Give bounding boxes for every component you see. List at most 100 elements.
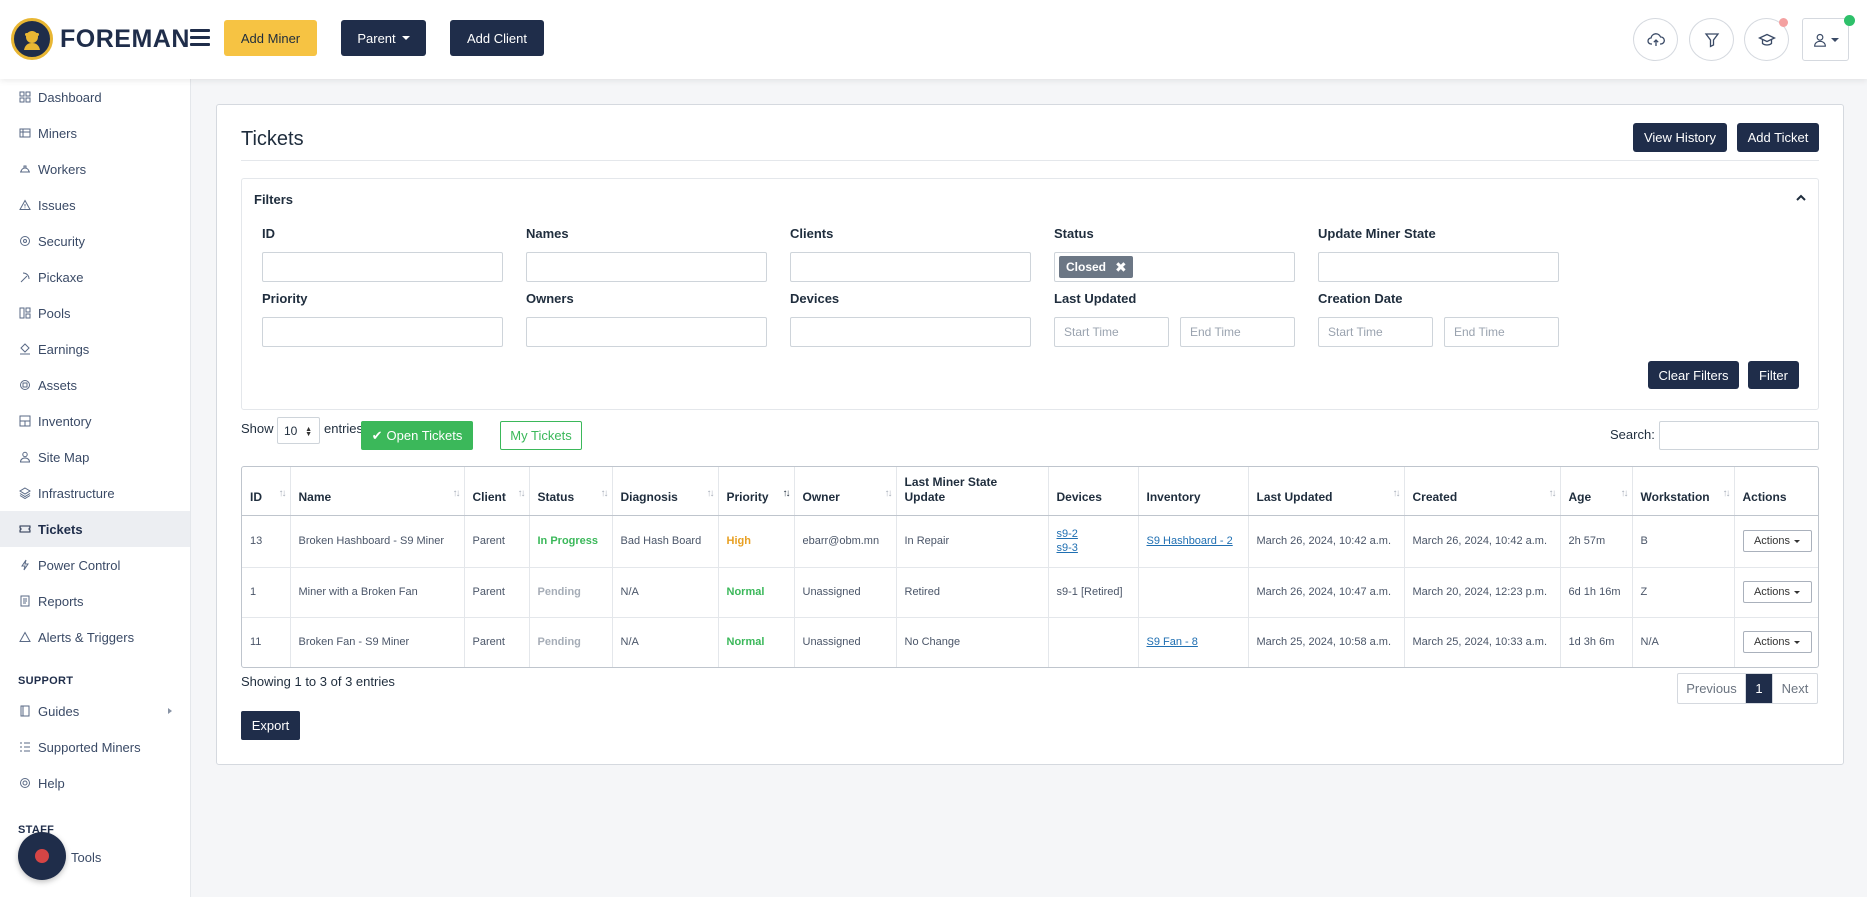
devices-filter-input[interactable]: [790, 317, 1031, 347]
graduation-cap-icon: [1757, 33, 1776, 46]
chat-launcher-button[interactable]: [18, 832, 66, 880]
sidebar-item-site-map[interactable]: Site Map: [0, 439, 190, 475]
search-input[interactable]: [1659, 421, 1819, 450]
creation-end-input[interactable]: End Time: [1444, 317, 1559, 347]
filters-title[interactable]: Filters: [254, 192, 294, 207]
filter-button[interactable]: [1689, 18, 1734, 61]
caret-down-icon: [1794, 590, 1801, 594]
sidebar-item-dashboard[interactable]: Dashboard: [0, 79, 190, 115]
cell-age: 6d 1h 16m: [1560, 567, 1633, 618]
sidebar-item-miners[interactable]: Miners: [0, 115, 190, 151]
sort-icon: ↑↓: [1620, 488, 1629, 499]
clear-filters-button[interactable]: Clear Filters: [1648, 361, 1739, 389]
names-filter-input[interactable]: [526, 252, 767, 282]
open-tickets-button[interactable]: ✔ Open Tickets: [361, 421, 473, 450]
cell-inventory: S9 Hashboard - 2: [1138, 515, 1249, 568]
next-page-button[interactable]: Next: [1772, 674, 1817, 703]
dashboard-icon: [19, 91, 31, 103]
check-icon: ✔: [371, 427, 383, 443]
sidebar-item-tools[interactable]: Tools: [0, 839, 190, 875]
sidebar-item-help[interactable]: Help: [0, 765, 190, 801]
parent-dropdown[interactable]: Parent: [341, 20, 426, 56]
caret-down-icon: [1794, 640, 1801, 644]
sort-icon: ↑↓: [1392, 488, 1401, 499]
sidebar-item-security[interactable]: Security: [0, 223, 190, 259]
sidebar-item-earnings[interactable]: Earnings: [0, 331, 190, 367]
inventory-link[interactable]: S9 Fan - 8: [1146, 636, 1198, 649]
column-header[interactable]: Status ↑↓: [529, 467, 613, 516]
device-link[interactable]: s9-3: [1056, 542, 1078, 554]
sidebar-item-tickets[interactable]: Tickets: [0, 511, 190, 547]
owners-filter-label: Owners: [526, 291, 574, 306]
remove-chip-icon[interactable]: ✖: [1115, 259, 1127, 275]
owners-filter-input[interactable]: [526, 317, 767, 347]
device-link[interactable]: s9-2: [1056, 528, 1078, 540]
add-ticket-button[interactable]: Add Ticket: [1737, 123, 1819, 152]
sidebar-item-infrastructure[interactable]: Infrastructure: [0, 475, 190, 511]
entries-select[interactable]: 10 ▲ ▼: [277, 417, 320, 444]
priority-filter-input[interactable]: [262, 317, 503, 347]
sidebar-item-label: Guides: [38, 703, 80, 719]
user-menu-button[interactable]: [1802, 18, 1849, 61]
chevron-up-icon[interactable]: [1796, 193, 1806, 203]
sidebar-item-power-control[interactable]: Power Control: [0, 547, 190, 583]
sidebar-item-alerts[interactable]: Alerts & Triggers: [0, 619, 190, 655]
sidebar-item-reports[interactable]: Reports: [0, 583, 190, 619]
column-header[interactable]: Client ↑↓: [464, 467, 530, 516]
column-header[interactable]: Workstation ↑↓: [1632, 467, 1735, 516]
brand-logo[interactable]: FOREMAN: [11, 18, 190, 60]
export-button[interactable]: Export: [241, 711, 300, 740]
entries-control: Show 10 ▲ ▼ entries: [241, 417, 363, 444]
update-state-filter-input[interactable]: [1318, 252, 1559, 282]
my-tickets-button[interactable]: My Tickets: [500, 421, 582, 450]
sidebar-item-label: Dashboard: [38, 89, 102, 105]
sidebar-item-guides[interactable]: Guides: [0, 693, 190, 729]
last-updated-end-input[interactable]: End Time: [1180, 317, 1295, 347]
column-label: Actions: [1742, 489, 1787, 504]
column-header[interactable]: Diagnosis ↑↓: [612, 467, 719, 516]
previous-page-button[interactable]: Previous: [1678, 674, 1746, 703]
column-header[interactable]: Created ↑↓: [1404, 467, 1561, 516]
list-icon: [19, 741, 31, 753]
sort-icon: ↑↓: [1548, 488, 1557, 499]
apply-filter-button[interactable]: Filter: [1748, 361, 1799, 389]
add-client-button[interactable]: Add Client: [450, 20, 544, 56]
column-header[interactable]: Priority ↑↓: [718, 467, 795, 516]
sidebar-item-label: Alerts & Triggers: [38, 629, 135, 645]
sidebar-item-inventory[interactable]: Inventory: [0, 403, 190, 439]
actions-dropdown[interactable]: Actions: [1742, 631, 1812, 654]
column-header[interactable]: Name ↑↓: [290, 467, 465, 516]
creation-start-input[interactable]: Start Time: [1318, 317, 1433, 347]
sidebar-item-supported-miners[interactable]: Supported Miners: [0, 729, 190, 765]
current-page-button[interactable]: 1: [1746, 674, 1772, 703]
inventory-link[interactable]: S9 Hashboard - 2: [1146, 535, 1233, 547]
priority-filter-label: Priority: [262, 291, 308, 306]
book-icon: [19, 705, 31, 717]
sidebar-item-pickaxe[interactable]: Pickaxe: [0, 259, 190, 295]
sidebar-item-assets[interactable]: Assets: [0, 367, 190, 403]
clients-filter-input[interactable]: [790, 252, 1031, 282]
add-miner-button[interactable]: Add Miner: [224, 20, 317, 56]
sidebar-item-workers[interactable]: Workers: [0, 151, 190, 187]
cloud-upload-button[interactable]: [1633, 18, 1678, 61]
menu-toggle-icon[interactable]: [190, 29, 210, 47]
cell-name[interactable]: Broken Fan - S9 Miner: [290, 617, 465, 667]
column-header[interactable]: Owner ↑↓: [794, 467, 897, 516]
last-updated-start-input[interactable]: Start Time: [1054, 317, 1169, 347]
sidebar-item-label: Earnings: [38, 341, 90, 357]
sort-icon: ↑↓: [452, 488, 461, 499]
actions-dropdown[interactable]: Actions: [1742, 530, 1812, 552]
inventory-icon: [19, 415, 31, 427]
view-history-button[interactable]: View History: [1633, 123, 1727, 152]
sidebar-item-pools[interactable]: Pools: [0, 295, 190, 331]
caret-down-icon: [401, 36, 410, 40]
cell-name[interactable]: Miner with a Broken Fan: [290, 567, 465, 618]
cell-name[interactable]: Broken Hashboard - S9 Miner: [290, 515, 465, 568]
column-header[interactable]: Age ↑↓: [1560, 467, 1633, 516]
column-header[interactable]: Last Updated ↑↓: [1248, 467, 1405, 516]
sidebar-item-issues[interactable]: Issues: [0, 187, 190, 223]
column-header[interactable]: ID ↑↓: [242, 467, 291, 516]
status-filter-input[interactable]: Closed ✖: [1054, 252, 1295, 282]
actions-dropdown[interactable]: Actions: [1742, 581, 1812, 603]
id-filter-input[interactable]: [262, 252, 503, 282]
